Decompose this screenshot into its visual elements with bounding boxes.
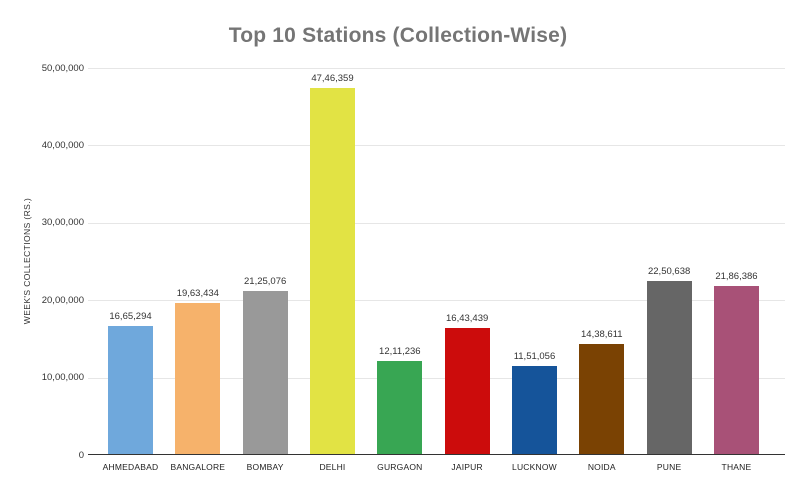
value-label: 16,65,294 [109, 311, 152, 322]
bar [175, 303, 221, 455]
bar-column: 47,46,359 DELHI [309, 68, 355, 472]
bar-column: 21,25,076 BOMBAY [242, 68, 288, 472]
category-label: BANGALORE [170, 462, 226, 472]
value-label: 12,11,236 [379, 346, 421, 357]
gridline [88, 377, 785, 379]
bar [646, 281, 692, 455]
value-label: 47,46,359 [311, 73, 354, 84]
bar [242, 291, 288, 455]
category-label: BOMBAY [246, 462, 284, 472]
y-tick-label: 40,00,000 [41, 139, 84, 151]
x-axis-line [88, 454, 785, 455]
category-label: DELHI [319, 462, 346, 472]
gridline [88, 145, 785, 147]
y-tick-label: 20,00,000 [41, 294, 84, 306]
y-tick-label: 10,00,000 [41, 372, 84, 384]
bar [511, 366, 557, 455]
bar-column: 22,50,638 PUNE [646, 68, 692, 472]
category-label: THANE [721, 462, 752, 472]
value-label: 14,38,611 [581, 329, 623, 340]
bar [309, 88, 355, 455]
chart-title: Top 10 Stations (Collection-Wise) [228, 24, 568, 47]
category-label: GURGAON [377, 462, 423, 472]
category-label: JAIPUR [451, 462, 483, 472]
value-label: 22,50,638 [647, 266, 691, 277]
bar-column: 11,51,056 LUCKNOW [511, 68, 557, 472]
value-label: 21,25,076 [244, 276, 287, 287]
bar [579, 344, 625, 455]
category-label: NOIDA [587, 462, 616, 472]
value-label: 21,86,386 [715, 271, 758, 282]
y-tick-label: 50,00,000 [41, 62, 84, 74]
bar [713, 286, 759, 455]
bar-column: 19,63,434 BANGALORE [170, 68, 225, 472]
gridline [88, 68, 785, 69]
bars-group: 16,65,294 AHMEDABAD 19,63,434 BANGALORE 21,2… [88, 68, 785, 472]
y-tick-label: 30,00,000 [41, 217, 84, 229]
bar-column: 16,43,439 JAIPUR [444, 68, 490, 472]
bar-column: 14,38,611 NOIDA [579, 68, 625, 472]
bar-column: 16,65,294 AHMEDABAD [103, 68, 158, 472]
gridline [88, 300, 785, 302]
category-label: AHMEDABAD [102, 462, 159, 472]
bar-column: 12,11,236 GURGAON [377, 68, 423, 472]
value-label: 19,63,434 [176, 288, 219, 299]
gridline [88, 222, 785, 224]
plot-area: 16,65,294 AHMEDABAD 19,63,434 BANGALORE 21,2… [88, 68, 785, 472]
bar [108, 326, 153, 455]
category-label: LUCKNOW [512, 462, 557, 472]
bar [377, 361, 423, 455]
value-label: 16,43,439 [446, 313, 489, 324]
category-label: PUNE [656, 462, 682, 472]
bar [444, 328, 490, 455]
value-label: 11,51,056 [513, 351, 556, 362]
bar-column: 21,86,386 THANE [713, 68, 759, 472]
y-tick-label: 0 [78, 449, 84, 461]
